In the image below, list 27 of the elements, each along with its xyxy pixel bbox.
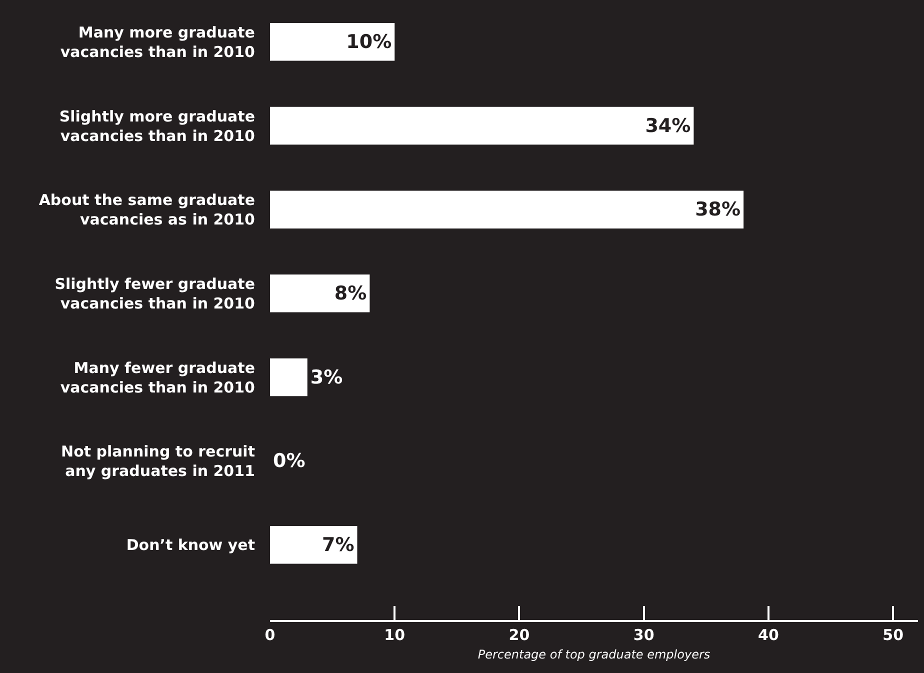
y-tick-label: Many more graduate vacancies than in 2010 <box>60 23 255 61</box>
data-label: 10% <box>346 30 392 53</box>
data-label: 34% <box>645 114 691 137</box>
y-tick-label: Slightly more graduate vacancies than in 2010 <box>59 107 255 145</box>
x-tick-label: 30 <box>633 626 654 644</box>
x-tick-label: 0 <box>264 626 276 644</box>
data-label: 8% <box>334 282 367 304</box>
data-label: 3% <box>310 366 343 388</box>
x-tick-label: 40 <box>758 626 779 644</box>
x-axis-title: Percentage of top graduate employers <box>478 647 710 662</box>
y-tick-label: Many fewer graduate vacancies than in 2010 <box>60 358 255 396</box>
bar <box>270 526 358 564</box>
y-tick-label: Not planning to recruit any graduates in 2011 <box>61 442 255 480</box>
x-tick-label: 50 <box>882 626 904 644</box>
y-tick-label: Don’t know yet <box>126 536 255 554</box>
bar <box>270 23 395 61</box>
data-label: 0% <box>273 450 306 472</box>
y-tick-label: Slightly fewer graduate vacancies than in 2010 <box>54 274 255 312</box>
bar <box>270 358 308 396</box>
bar <box>270 190 744 228</box>
data-label: 38% <box>695 198 741 221</box>
x-tick-label: 20 <box>508 626 530 644</box>
x-tick-label: 10 <box>384 626 406 644</box>
y-tick-label: About the same graduate vacancies as in 2010 <box>38 191 255 229</box>
bar <box>270 274 370 312</box>
data-label: 7% <box>322 534 354 556</box>
bar <box>270 106 694 145</box>
